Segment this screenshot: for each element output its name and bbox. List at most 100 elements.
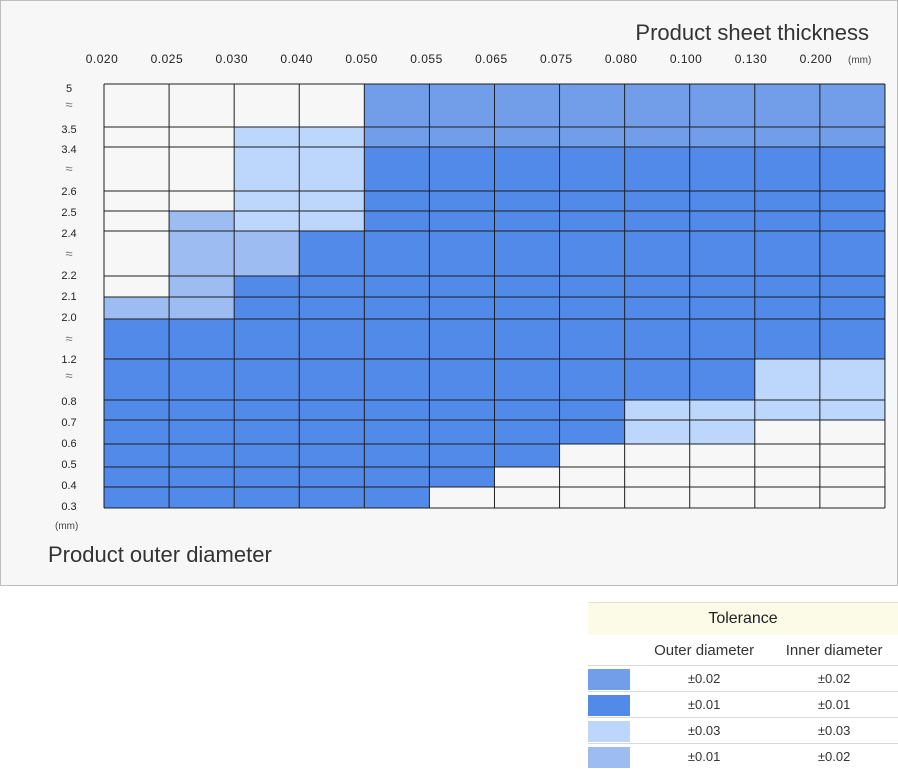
heatmap-cell (234, 191, 299, 211)
heatmap-cell (104, 211, 169, 231)
heatmap-cell (234, 211, 299, 231)
heatmap-cell (429, 319, 494, 359)
heatmap-cell (234, 276, 299, 297)
y-tick-label: 0.3 (61, 501, 76, 513)
heatmap-cell (169, 297, 234, 319)
heatmap-cell (169, 211, 234, 231)
heatmap-cell (494, 444, 559, 467)
heatmap-cell (820, 84, 885, 127)
heatmap-cell (429, 147, 494, 191)
heatmap-cell (560, 487, 625, 508)
heatmap-cell (755, 127, 820, 147)
heatmap-cell (494, 84, 559, 127)
heatmap-cell (494, 359, 559, 400)
heatmap-cell (820, 231, 885, 276)
heatmap-cell (169, 319, 234, 359)
legend-inner-value: ±0.02 (770, 666, 898, 692)
heatmap-cell (755, 191, 820, 211)
legend-row: ±0.01 ±0.01 (588, 692, 898, 718)
chart-panel: Product sheet thickness Product outer di… (0, 0, 898, 586)
heatmap-cell (299, 84, 364, 127)
legend-outer-value: ±0.01 (638, 692, 770, 718)
x-tick-label: 0.065 (475, 52, 508, 66)
y-axis-title: Product outer diameter (48, 542, 272, 567)
heatmap-cell (560, 211, 625, 231)
y-tick-label: 0.5 (61, 459, 76, 471)
heatmap-cell (234, 400, 299, 420)
heatmap-cell (560, 127, 625, 147)
heatmap-cell (299, 359, 364, 400)
y-axis-break-mark: ≈ (65, 97, 72, 112)
heatmap-cell (104, 467, 169, 487)
legend-header-outer: Outer diameter (638, 635, 770, 666)
heatmap-cell (299, 400, 364, 420)
heatmap-cell (690, 359, 755, 400)
y-tick-label: 2.1 (61, 291, 76, 303)
heatmap-cell (625, 319, 690, 359)
x-tick-label: 0.075 (540, 52, 573, 66)
heatmap-cell (820, 400, 885, 420)
heatmap-cell (560, 420, 625, 444)
heatmap-cell (234, 127, 299, 147)
heatmap-cell (560, 467, 625, 487)
heatmap-cell (364, 276, 429, 297)
heatmap-cell (755, 276, 820, 297)
y-tick-label: 3.4 (61, 144, 76, 156)
y-tick-label: 0.6 (61, 438, 76, 450)
heatmap-cell (299, 444, 364, 467)
y-tick-label: 3.5 (61, 124, 76, 136)
heatmap-cell (690, 191, 755, 211)
heatmap-cell (429, 231, 494, 276)
heatmap-cell (104, 400, 169, 420)
heatmap-cell (690, 147, 755, 191)
heatmap-cell (560, 84, 625, 127)
heatmap-cell (625, 276, 690, 297)
heatmap-cell (169, 191, 234, 211)
heatmap-cell (820, 147, 885, 191)
heatmap-cell (625, 359, 690, 400)
heatmap-cell (364, 127, 429, 147)
heatmap-cell (625, 297, 690, 319)
heatmap-cell (560, 359, 625, 400)
heatmap-cell (690, 400, 755, 420)
y-axis-break-mark: ≈ (65, 368, 72, 383)
heatmap-cell (625, 84, 690, 127)
legend-header-inner: Inner diameter (770, 635, 898, 666)
x-tick-label: 0.055 (410, 52, 443, 66)
y-tick-label: 1.2 (61, 354, 76, 366)
heatmap-cell (299, 487, 364, 508)
heatmap-cell (364, 319, 429, 359)
heatmap-cell (755, 420, 820, 444)
heatmap-cell (429, 420, 494, 444)
x-tick-label: 0.100 (670, 52, 703, 66)
heatmap-cell (494, 319, 559, 359)
y-tick-labels: 5≈3.53.4≈2.62.52.4≈2.22.12.0≈1.2≈0.80.70… (61, 83, 76, 513)
heatmap-cell (625, 211, 690, 231)
heatmap-cell (755, 297, 820, 319)
legend-swatch-3 (588, 721, 630, 742)
heatmap-cell (429, 487, 494, 508)
heatmap-cell (560, 231, 625, 276)
heatmap-cell (690, 444, 755, 467)
heatmap-cell (364, 297, 429, 319)
y-tick-label: 2.5 (61, 207, 76, 219)
heatmap-cell (364, 467, 429, 487)
heatmap-cell (690, 211, 755, 231)
legend-swatch-1 (588, 669, 630, 690)
heatmap-cell (299, 467, 364, 487)
heatmap-cell (820, 467, 885, 487)
heatmap-cell (234, 420, 299, 444)
y-tick-label: 2.2 (61, 270, 76, 282)
heatmap-cell (560, 297, 625, 319)
heatmap-cell (364, 191, 429, 211)
heatmap-cell (494, 297, 559, 319)
legend-swatch-4 (588, 747, 630, 768)
heatmap-cell (104, 127, 169, 147)
heatmap-cell (755, 400, 820, 420)
x-tick-label: 0.020 (86, 52, 119, 66)
heatmap-cell (690, 319, 755, 359)
heatmap-cell (169, 444, 234, 467)
heatmap-cell (820, 487, 885, 508)
heatmap-cell (104, 319, 169, 359)
y-axis-break-mark: ≈ (65, 331, 72, 346)
